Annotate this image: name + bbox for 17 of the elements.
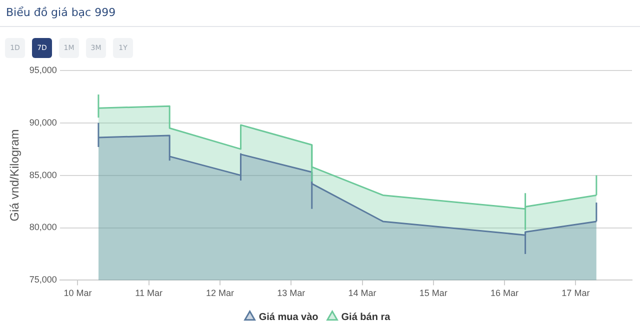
- x-tick-label: 10 Mar: [64, 288, 92, 298]
- x-tick-label: 11 Mar: [135, 288, 163, 298]
- y-tick-label: 95,000: [29, 64, 57, 75]
- legend-label: Giá mua vào: [258, 312, 318, 323]
- x-tick-label: 17 Mar: [562, 288, 590, 298]
- x-tick-label: 14 Mar: [348, 288, 376, 298]
- legend-label: Giá bán ra: [341, 312, 391, 323]
- y-tick-label: 75,000: [29, 274, 57, 285]
- chart-title: Biểu đồ giá bạc 999: [6, 6, 116, 19]
- x-tick-label: 12 Mar: [206, 288, 234, 298]
- y-tick-label: 85,000: [29, 170, 57, 180]
- y-tick-label: 90,000: [29, 117, 57, 128]
- y-tick-label: 80,000: [29, 222, 57, 232]
- x-tick-label: 15 Mar: [419, 288, 448, 298]
- y-axis-title: Giá vnd/Kilogram: [8, 129, 22, 222]
- x-tick-label: 13 Mar: [277, 288, 306, 298]
- x-tick-label: 16 Mar: [490, 288, 519, 298]
